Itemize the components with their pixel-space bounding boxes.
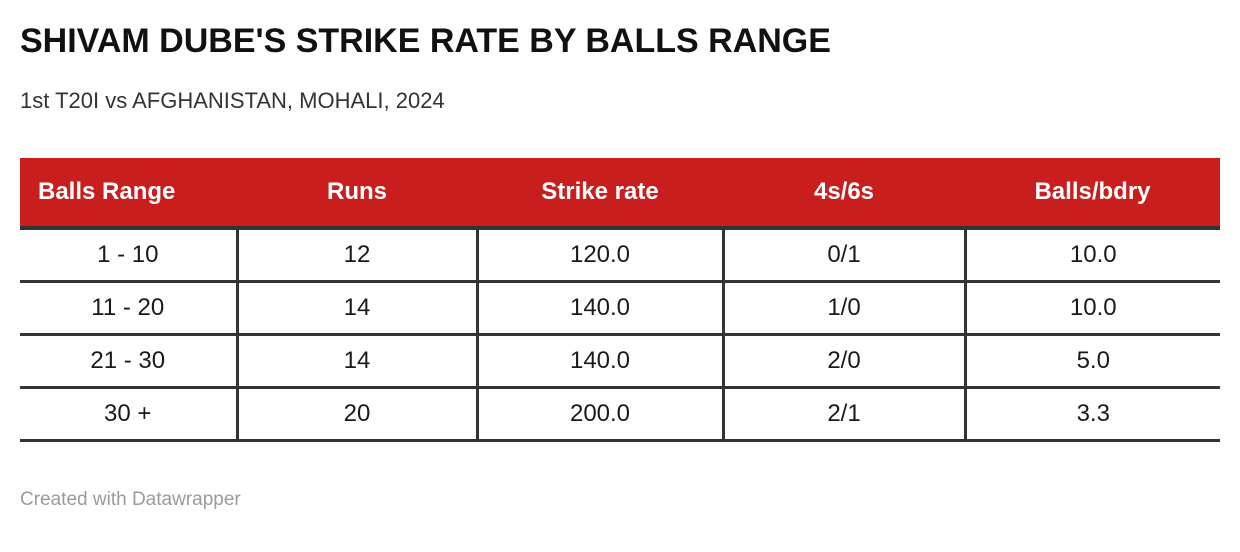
table-cell: 14: [235, 281, 477, 336]
table-cell: 11 - 20: [20, 281, 237, 336]
table-cell: 12: [235, 228, 477, 283]
table-cell: 0/1: [721, 228, 965, 283]
table-body: 1 - 10 12 120.0 0/1 10.0 11 - 20 14 140.0 1/0 10.…: [20, 228, 1220, 442]
table-cell: 120.0: [475, 228, 723, 283]
table-cell: 14: [235, 334, 477, 389]
table-row: 21 - 30 14 140.0 2/0 5.0: [20, 334, 1220, 389]
table-header: Balls Range Runs Strike rate 4s/6s Balls/bdr…: [20, 158, 1220, 231]
attribution-text: Created with Datawrapper: [20, 488, 241, 510]
table-row: 11 - 20 14 140.0 1/0 10.0: [20, 281, 1220, 336]
table-header-row: Balls Range Runs Strike rate 4s/6s Balls/bdr…: [20, 158, 1220, 231]
table-cell: 21 - 30: [20, 334, 237, 389]
table-cell: 200.0: [475, 387, 723, 442]
chart-container: SHIVAM DUBE'S STRIKE RATE BY BALLS RANGE…: [20, 22, 1220, 510]
table-row: 1 - 10 12 120.0 0/1 10.0: [20, 228, 1220, 283]
table-cell: 140.0: [475, 281, 723, 336]
column-header-4s-6s: 4s/6s: [723, 158, 965, 231]
column-header-runs: Runs: [237, 158, 477, 231]
table-cell: 2/1: [721, 387, 965, 442]
table-cell: 1 - 10: [20, 228, 237, 283]
page-title: SHIVAM DUBE'S STRIKE RATE BY BALLS RANGE: [20, 22, 831, 60]
table-cell: 10.0: [963, 228, 1220, 283]
table-cell: 140.0: [475, 334, 723, 389]
table-cell: 30 +: [20, 387, 237, 442]
table-row: 30 +20 200.0 2/1 3.3: [20, 387, 1220, 442]
table-cell: 1/0: [721, 281, 965, 336]
page-subtitle: 1st T20I vs AFGHANISTAN, MOHALI, 2024: [20, 88, 445, 114]
column-header-balls-bdry: Balls/bdry: [965, 158, 1220, 231]
table-cell: 5.0: [963, 334, 1220, 389]
table-cell: 2/0: [721, 334, 965, 389]
column-header-balls-range: Balls Range: [20, 158, 237, 231]
column-header-strike-rate: Strike rate: [477, 158, 723, 231]
table-cell: 3.3: [963, 387, 1220, 442]
table-cell: 10.0: [963, 281, 1220, 336]
stats-table: Balls Range Runs Strike rate 4s/6s Balls/bdr…: [20, 158, 1220, 442]
table-cell: 20: [235, 387, 477, 442]
